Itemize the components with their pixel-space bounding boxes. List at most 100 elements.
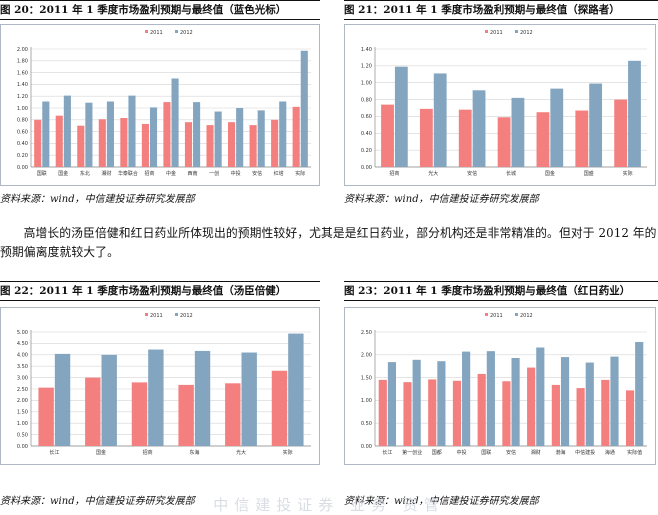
source-note: 资料来源：wind，中信建投证券研究发展部 (344, 194, 539, 205)
x-tick-label: 光大 (428, 170, 438, 177)
bar-2011 (527, 367, 536, 446)
x-tick-label: 实际 (283, 449, 293, 456)
chart-frame: 2011 2012 0.00 0.50 1.00 1.50 2.00 2.50 长江 第一创业 国都… (344, 307, 656, 465)
bar-2011 (576, 388, 585, 446)
x-tick-label: 安信 (252, 170, 262, 177)
y-tick-label: 1.00 (17, 421, 28, 427)
bar-2011 (120, 118, 128, 167)
bar-2012 (394, 66, 408, 167)
bar-2012 (101, 354, 117, 446)
x-tick-label: 光大 (236, 449, 246, 456)
bar-2011 (428, 379, 437, 446)
y-tick-label: 0.20 (361, 148, 372, 154)
bar-2011 (458, 109, 472, 167)
x-tick-label: 安信 (506, 449, 516, 456)
x-tick-label: 中信建投 (575, 449, 595, 456)
bar-2012 (54, 353, 71, 446)
bar-2011 (85, 377, 101, 446)
y-tick-label: 0.80 (17, 118, 28, 124)
figure-title: 图 22：2011 年 1 季度市场盈利预期与最终值（汤臣倍健） (0, 281, 320, 301)
bar-2011 (38, 387, 54, 446)
chart-frame: 2011 2012 0.00 0.20 0.40 0.60 0.80 1.00 1.20 1.40… (0, 24, 320, 186)
x-tick-label: 国金 (96, 449, 106, 456)
chart-frame: 2011 2012 0.00 0.50 1.00 1.50 2.00 2.50 3.00 3.50… (0, 307, 320, 465)
bar-2011 (163, 102, 171, 167)
bar-2011 (225, 383, 241, 446)
y-tick-label: 1.20 (361, 64, 372, 70)
bar-2011 (419, 108, 433, 167)
bar-2012 (472, 90, 486, 167)
bar-2011 (178, 384, 194, 446)
bar-2011 (625, 390, 635, 446)
bar-2011 (477, 373, 486, 446)
x-tick-label: 中投 (457, 449, 467, 456)
x-tick-label: 国金 (545, 170, 555, 177)
x-tick-label: 招商 (143, 449, 153, 456)
x-tick-label: 长城 (506, 170, 516, 177)
bar-2011 (141, 123, 149, 167)
x-tick-label: 国金 (58, 170, 68, 177)
source-note: 资料来源：wind，中信建投证券研究发展部 (0, 194, 195, 205)
bar-chart-svg: 2011 2012 0.00 0.20 0.40 0.60 0.80 1.00 1.20 1.40… (17, 30, 311, 177)
bar-2011 (551, 384, 560, 446)
legend-swatch (515, 313, 518, 316)
y-tick-label: 1.00 (361, 81, 372, 87)
chart-frame: 2011 2012 0.00 0.20 0.40 0.60 0.80 1.00 1.20 1.40… (344, 24, 656, 186)
bar-2012 (433, 73, 447, 167)
bar-2011 (34, 119, 42, 167)
x-tick-label: 中金 (166, 170, 176, 177)
bar-2012 (279, 101, 287, 167)
y-tick-label: 2.50 (17, 387, 28, 393)
bar-2012 (257, 110, 265, 167)
bar-2011 (228, 122, 236, 167)
y-tick-label: 0.00 (17, 444, 28, 450)
y-tick-label: 1.00 (361, 398, 372, 404)
y-tick-label: 5.00 (17, 330, 28, 336)
y-tick-label: 1.80 (17, 59, 28, 65)
legend-label: 2011 (150, 313, 163, 319)
bar-2012 (610, 356, 619, 446)
y-tick-label: 1.00 (17, 106, 28, 112)
x-tick-label: 华泰联合 (118, 170, 138, 177)
bar-2011 (77, 125, 85, 167)
x-tick-label: 海通 (605, 449, 615, 456)
bar-2012 (85, 102, 93, 167)
y-tick-label: 4.50 (17, 341, 28, 347)
bar-2011 (575, 110, 589, 167)
bar-2012 (536, 347, 545, 446)
source-note: 资料来源：wind，中信建投证券研究发展部 (344, 496, 539, 507)
bar-2012 (437, 361, 446, 446)
figure-23: 图 23：2011 年 1 季度市场盈利预期与最终值（红日药业） 2011 201… (344, 281, 658, 514)
bar-2012 (462, 351, 471, 446)
bar-2011 (98, 119, 106, 167)
bar-2012 (628, 60, 641, 167)
bar-2012 (149, 107, 158, 167)
figure-title: 图 23：2011 年 1 季度市场盈利预期与最终值（红日药业） (344, 281, 658, 301)
bar-2011 (206, 125, 214, 167)
figure-22: 图 22：2011 年 1 季度市场盈利预期与最终值（汤臣倍健） 2011 201… (0, 281, 320, 514)
bar-2011 (378, 379, 387, 446)
bar-2012 (148, 349, 164, 446)
y-tick-label: 3.00 (17, 375, 28, 381)
bar-2012 (511, 97, 525, 167)
bar-2012 (288, 333, 304, 446)
source-note: 资料来源：wind，中信建投证券研究发展部 (0, 496, 195, 507)
x-tick-label: 实际值 (627, 449, 642, 456)
y-tick-label: 0.00 (17, 165, 28, 171)
bar-2011 (184, 122, 193, 167)
bar-2011 (292, 106, 300, 167)
bar-2012 (128, 95, 136, 167)
bar-2012 (300, 50, 308, 167)
legend-label: 2012 (520, 313, 533, 319)
y-tick-label: 4.00 (17, 353, 28, 359)
x-tick-label: 安信 (467, 170, 477, 177)
y-tick-label: 0.40 (17, 141, 28, 147)
legend: 2011 2012 (485, 30, 533, 36)
bar-2011 (271, 119, 279, 167)
y-tick-label: 2.00 (361, 353, 372, 359)
y-tick-label: 2.00 (17, 47, 28, 53)
figure-21: 图 21：2011 年 1 季度市场盈利预期与最终值（探路者） 2011 2012… (344, 0, 658, 206)
legend-swatch (485, 313, 488, 316)
figure-title: 图 20：2011 年 1 季度市场盈利预期与最终值（蓝色光标） (0, 0, 320, 20)
y-tick-label: 2.00 (17, 398, 28, 404)
